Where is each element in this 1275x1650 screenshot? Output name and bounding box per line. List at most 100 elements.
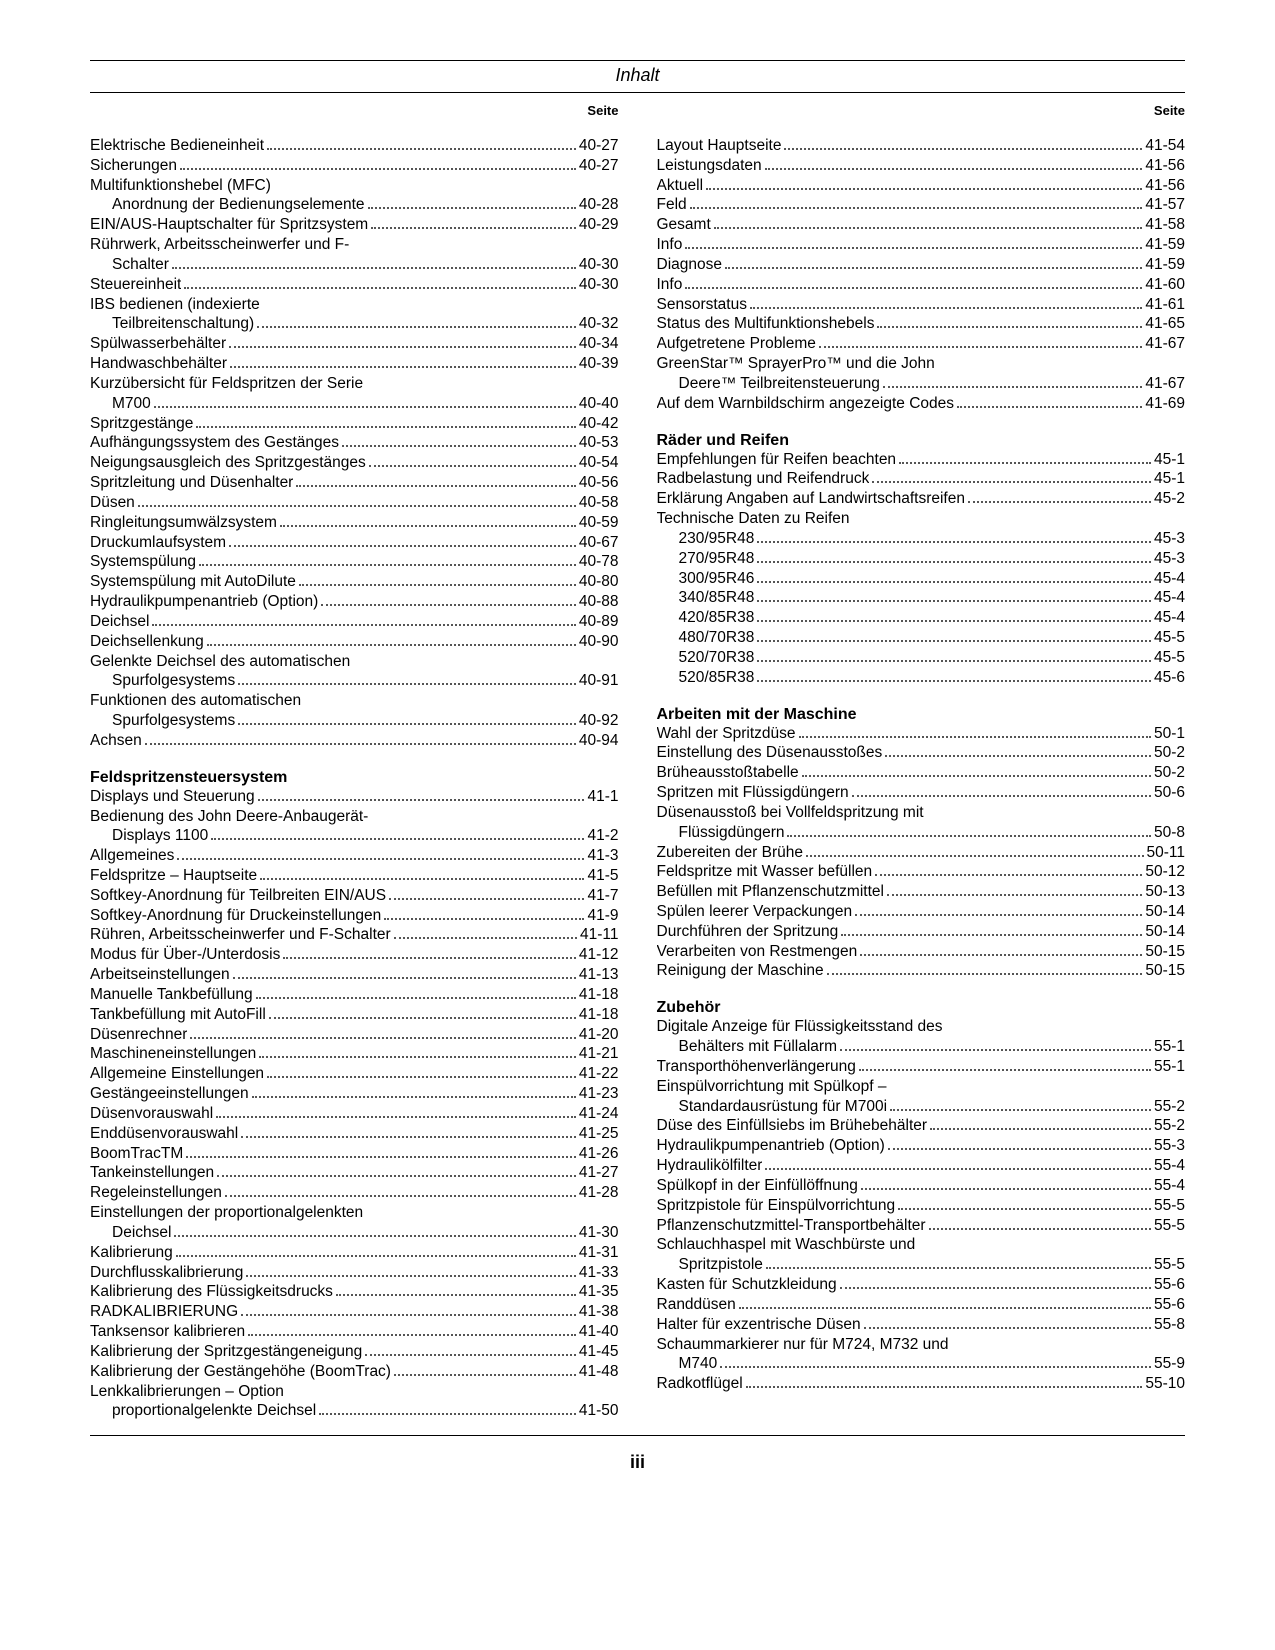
toc-entry: Ringleitungsumwälzsystem40-59 — [90, 513, 619, 533]
toc-entry: Layout Hauptseite41-54 — [657, 136, 1186, 156]
toc-entry-label: Gesamt — [657, 215, 711, 235]
left-col-header: Seite — [90, 103, 619, 118]
leader-dots — [885, 755, 1151, 757]
toc-entry-page: 50-14 — [1145, 922, 1185, 942]
toc-entry-page: 40-27 — [579, 136, 619, 156]
leader-dots — [888, 1148, 1151, 1150]
toc-entry-page: 41-38 — [579, 1302, 619, 1322]
toc-entry-page: 41-57 — [1145, 195, 1185, 215]
toc-entry-page: 50-13 — [1145, 882, 1185, 902]
toc-entry: Standardausrüstung für M700i55-2 — [657, 1097, 1186, 1117]
toc-entry: Spritzen mit Flüssigdüngern50-6 — [657, 783, 1186, 803]
toc-entry: Modus für Über-/Unterdosis41-12 — [90, 945, 619, 965]
toc-entry-page: 50-1 — [1154, 724, 1185, 744]
leader-dots — [371, 227, 576, 229]
leader-dots — [207, 644, 576, 646]
toc-entry-label: Erklärung Angaben auf Landwirtschaftsrei… — [657, 489, 965, 509]
page-header-title: Inhalt — [90, 60, 1185, 93]
toc-entry-label: Feldspritze mit Wasser befüllen — [657, 862, 873, 882]
leader-dots — [864, 1327, 1151, 1329]
toc-entry-page: 50-8 — [1154, 823, 1185, 843]
toc-entry: Systemspülung40-78 — [90, 552, 619, 572]
toc-entry: Kalibrierung der Gestängehöhe (BoomTrac)… — [90, 1362, 619, 1382]
toc-entry-page: 55-5 — [1154, 1196, 1185, 1216]
toc-entry-label: Düsenvorauswahl — [90, 1104, 213, 1124]
toc-entry-page: 41-56 — [1145, 176, 1185, 196]
toc-entry-page: 40-56 — [579, 473, 619, 493]
toc-entry-label: Ringleitungsumwälzsystem — [90, 513, 277, 533]
toc-entry: Gelenkte Deichsel des automatischen — [90, 652, 619, 672]
toc-entry-page: 45-6 — [1154, 668, 1185, 688]
toc-entry-label: Diagnose — [657, 255, 723, 275]
leader-dots — [174, 1235, 575, 1237]
leader-dots — [336, 1294, 576, 1296]
toc-entry: Gesamt41-58 — [657, 215, 1186, 235]
leader-dots — [765, 1168, 1151, 1170]
toc-entry-page: 40-67 — [579, 533, 619, 553]
toc-entry-page: 55-2 — [1154, 1097, 1185, 1117]
leader-dots — [746, 1386, 1143, 1388]
leader-dots — [725, 267, 1142, 269]
toc-entry-label: Handwaschbehälter — [90, 354, 227, 374]
leader-dots — [887, 894, 1142, 896]
toc-entry: Gestängeeinstellungen41-23 — [90, 1084, 619, 1104]
toc-entry-page: 41-24 — [579, 1104, 619, 1124]
toc-entry: Einstellungen der proportionalgelenkten — [90, 1203, 619, 1223]
toc-entry: Maschineneinstellungen41-21 — [90, 1044, 619, 1064]
toc-entry-page: 41-7 — [587, 886, 618, 906]
toc-entry-label: Halter für exzentrische Düsen — [657, 1315, 861, 1335]
toc-entry: Radkotflügel55-10 — [657, 1374, 1186, 1394]
toc-entry-page: 40-30 — [579, 255, 619, 275]
toc-entry: Einstellung des Düsenausstoßes50-2 — [657, 743, 1186, 763]
toc-entry-page: 40-89 — [579, 612, 619, 632]
toc-entry: Flüssigdüngern50-8 — [657, 823, 1186, 843]
toc-entry-label: 420/85R38 — [657, 608, 755, 628]
toc-entry: 270/95R4845-3 — [657, 549, 1186, 569]
leader-dots — [394, 937, 577, 939]
toc-entry-page: 41-67 — [1145, 374, 1185, 394]
toc-entry: Brüheausstoßtabelle50-2 — [657, 763, 1186, 783]
toc-entry: 520/70R3845-5 — [657, 648, 1186, 668]
leader-dots — [784, 148, 1142, 150]
leader-dots — [739, 1307, 1151, 1309]
toc-entry-page: 40-58 — [579, 493, 619, 513]
toc-entry: Verarbeiten von Restmengen50-15 — [657, 942, 1186, 962]
toc-entry-label: 520/70R38 — [657, 648, 755, 668]
leader-dots — [252, 1096, 576, 1098]
toc-entry-label: Spurfolgesystems — [90, 671, 235, 691]
toc-entry-label: Befüllen mit Pflanzenschutzmittel — [657, 882, 884, 902]
leader-dots — [765, 168, 1143, 170]
toc-entry-page: 55-3 — [1154, 1136, 1185, 1156]
toc-entry-page: 40-54 — [579, 453, 619, 473]
toc-entry-page: 55-5 — [1154, 1255, 1185, 1275]
toc-entry-page: 50-14 — [1145, 902, 1185, 922]
leader-dots — [321, 604, 576, 606]
leader-dots — [899, 462, 1151, 464]
toc-entry: Enddüsenvorauswahl41-25 — [90, 1124, 619, 1144]
leader-dots — [246, 1275, 576, 1277]
toc-entry: Halter für exzentrische Düsen55-8 — [657, 1315, 1186, 1335]
toc-entry: Feldspritze – Hauptseite41-5 — [90, 866, 619, 886]
toc-entry-label: Funktionen des automatischen — [90, 691, 301, 711]
toc-entry-page: 55-1 — [1154, 1037, 1185, 1057]
leader-dots — [890, 1109, 1151, 1111]
leader-dots — [714, 227, 1143, 229]
toc-entry: Allgemeines41-3 — [90, 846, 619, 866]
toc-entry: Deichsellenkung40-90 — [90, 632, 619, 652]
toc-entry-page: 41-9 — [587, 906, 618, 926]
toc-entry-page: 45-5 — [1154, 628, 1185, 648]
toc-entry-page: 41-27 — [579, 1163, 619, 1183]
toc-entry-label: BoomTracTM — [90, 1144, 183, 1164]
leader-dots — [384, 918, 584, 920]
toc-entry-page: 45-2 — [1154, 489, 1185, 509]
toc-entry-page: 41-61 — [1145, 295, 1185, 315]
toc-entry-page: 40-39 — [579, 354, 619, 374]
leader-dots — [872, 481, 1151, 483]
leader-dots — [369, 465, 576, 467]
left-list: Elektrische Bedieneinheit40-27Sicherunge… — [90, 136, 619, 1421]
toc-entry-label: Displays 1100 — [90, 826, 208, 846]
toc-entry-label: Hydraulikpumpenantrieb (Option) — [90, 592, 318, 612]
toc-entry: Tankbefüllung mit AutoFill41-18 — [90, 1005, 619, 1025]
toc-entry: Rühren, Arbeitsscheinwerfer und F-Schalt… — [90, 925, 619, 945]
toc-entry: Steuereinheit40-30 — [90, 275, 619, 295]
